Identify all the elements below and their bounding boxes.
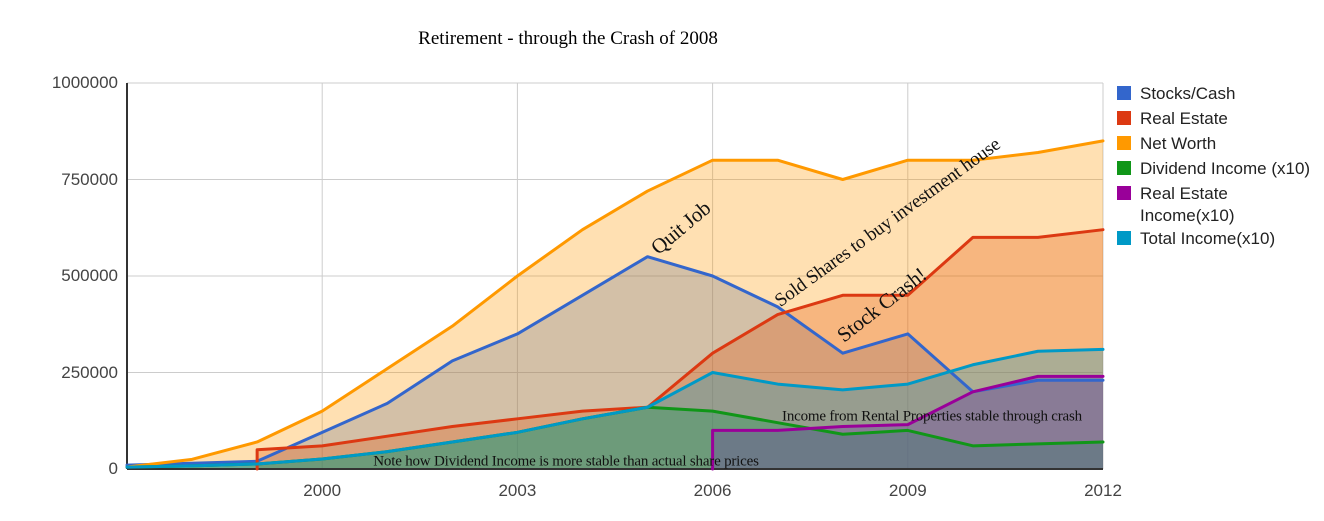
series-line-total-income-x10[interactable]	[125, 347, 1105, 469]
legend-swatch-dividend-income-x10	[1117, 161, 1131, 175]
series-line-real-estate-income-x10[interactable]	[711, 374, 1105, 471]
chart-title: Retirement - through the Crash of 2008	[418, 28, 718, 49]
legend-label-total-income-x10: Total Income(x10)	[1140, 229, 1276, 248]
legend-item-real-estate: Real Estate	[1117, 108, 1228, 130]
series-line-net-worth[interactable]	[125, 139, 1105, 469]
x-tick-label-2012: 2012	[1084, 481, 1122, 500]
legend-swatch-real-estate	[1117, 111, 1131, 125]
annotation-note-how-dividend-income-is-more-stable-: Note how Dividend Income is more stable …	[373, 453, 759, 470]
x-tick-label-2006: 2006	[693, 481, 732, 500]
legend-swatch-real-estate-income-x10	[1117, 186, 1131, 200]
legend-item-dividend-income-x10: Dividend Income (x10)	[1117, 158, 1310, 180]
legend-item-net-worth: Net Worth	[1117, 133, 1216, 155]
series-area-real-estate	[257, 229, 1104, 469]
x-tick-label-2000: 2000	[303, 481, 342, 500]
legend-swatch-stocks-cash	[1117, 86, 1131, 100]
legend-label-real-estate: Real Estate	[1140, 109, 1228, 128]
legend-swatch-total-income-x10	[1117, 231, 1131, 245]
y-tick-label-0: 0	[108, 459, 118, 478]
legend-label-dividend-income-x10: Dividend Income (x10)	[1140, 159, 1311, 178]
x-tick-label-2009: 2009	[888, 481, 927, 500]
y-tick-label-750000: 750000	[61, 169, 118, 189]
y-tick-label-500000: 500000	[61, 266, 118, 285]
x-tick-label-2003: 2003	[498, 481, 537, 500]
legend-item-total-income-x10: Total Income(x10)	[1117, 228, 1275, 250]
legend-swatch-net-worth	[1117, 136, 1131, 150]
legend-label-stocks-cash: Stocks/Cash	[1140, 84, 1236, 103]
legend-label-net-worth: Net Worth	[1140, 134, 1217, 153]
y-tick-label-250000: 250000	[61, 362, 118, 382]
annotation-income-from-rental-properties-stable-thr: Income from Rental Properties stable thr…	[782, 408, 1082, 425]
legend-label-real-estate-income-x10: Real Estate Income(x10)	[1140, 184, 1235, 225]
legend-item-real-estate-income-x10: Real Estate Income(x10)	[1117, 183, 1234, 227]
series-area-total-income-x10	[127, 349, 1103, 469]
series-area-stocks-cash	[127, 256, 1103, 469]
y-tick-label-1000000: 1000000	[51, 73, 118, 92]
legend-item-stocks-cash: Stocks/Cash	[1117, 83, 1235, 105]
